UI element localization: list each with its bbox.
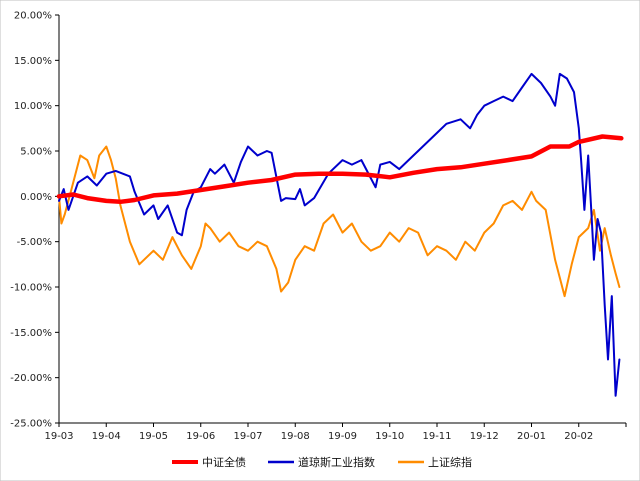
x-tick-label: 19-08 (281, 431, 310, 442)
y-tick-label: 20.00% (14, 11, 52, 22)
x-tick-label: 19-07 (233, 431, 262, 442)
y-tick-label: -5.00% (17, 237, 52, 248)
plot-area (56, 72, 624, 397)
series-line-1 (58, 72, 621, 397)
y-tick-label: -10.00% (10, 283, 52, 294)
legend-label: 道琼斯工业指数 (298, 455, 375, 469)
y-tick-label: -25.00% (10, 419, 52, 430)
x-tick-label: 19-10 (375, 431, 404, 442)
legend: 中证全债 道琼斯工业指数 上证综指 (172, 455, 472, 469)
x-tick-label: 19-11 (422, 431, 451, 442)
y-tick-label: 5.00% (20, 147, 52, 158)
legend-label: 上证综指 (428, 455, 472, 469)
y-tick-label: -20.00% (10, 373, 52, 384)
x-tick-label: 19-06 (186, 431, 215, 442)
y-axis: 20.00% 15.00% 10.00% 5.00% 0.00% -5.00% -10.00… (10, 11, 60, 430)
x-tick-label: 19-12 (470, 431, 499, 442)
x-tick-label: 19-03 (44, 431, 73, 442)
x-tick-label: 19-09 (328, 431, 357, 442)
x-tick-label: 20-02 (564, 431, 593, 442)
x-tick-label: 19-05 (139, 431, 168, 442)
x-axis: 19-03 19-04 19-05 19-06 19-07 19-08 19-09 19-10… (44, 422, 627, 442)
x-tick-label: 20-01 (517, 431, 546, 442)
legend-label: 中证全债 (202, 455, 246, 469)
x-tick-label: 19-04 (92, 431, 121, 442)
y-tick-label: 15.00% (14, 56, 52, 67)
y-tick-label: 10.00% (14, 101, 52, 112)
series-line-0 (56, 134, 624, 205)
y-tick-label: 0.00% (20, 192, 52, 203)
y-tick-label: -15.00% (10, 328, 52, 339)
series-line-2 (58, 145, 621, 298)
